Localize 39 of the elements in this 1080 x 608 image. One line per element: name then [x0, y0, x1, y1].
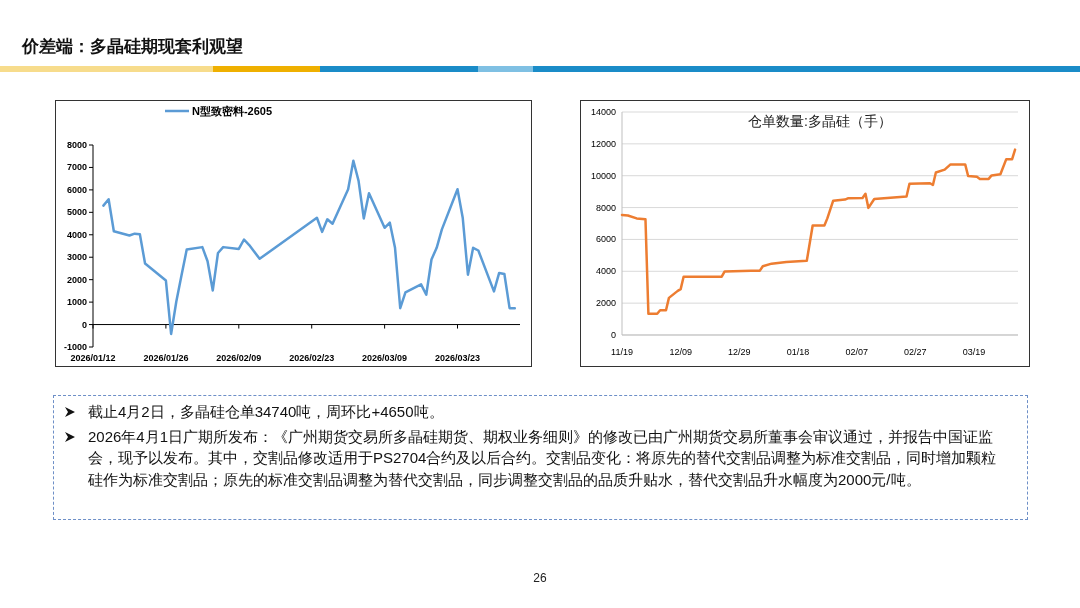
y-tick-label: 3000 [66, 252, 87, 263]
y-tick-label: 4000 [66, 229, 87, 240]
x-tick-label: 01/18 [786, 347, 810, 357]
y-tick-label: 4000 [595, 266, 616, 277]
y-tick-label: 10000 [590, 170, 616, 181]
y-tick-label: 1000 [66, 297, 87, 308]
text: 截止4月2日，多晶硅仓单34740吨，周环比+4650吨。 [88, 403, 444, 420]
x-tick-label: 2026/03/09 [362, 353, 408, 363]
legend-label: N型致密料-2605 [192, 105, 273, 117]
y-tick-label: 12000 [590, 138, 616, 149]
line-series [102, 159, 517, 336]
y-tick-label: 14000 [590, 107, 616, 117]
text: 2026年4月1日广期所发布：《广州期货交易所多晶硅期货、期权业务细则》的修改已由广州期货交易所董事会审议通过，并报告中国证监会，现予以发布。其中，交割品修改适用于PS2704合约及以后合约。交割品变化：将原先的替代交割品调整为标准交割品，同时增加颗粒硅作为标准交割品；原先的标准交割品调整为替代交割品，同步调整交割品的品质升贴水，替代交割品升水幅度为2000元/吨。 [88, 427, 997, 488]
y-tick-label: 5000 [66, 207, 87, 218]
line-series [620, 148, 1017, 316]
x-tick-label: 2026/01/12 [70, 353, 116, 363]
x-tick-label: 02/27 [904, 347, 927, 357]
y-tick-label: 2000 [66, 274, 87, 285]
y-tick-label: 7000 [66, 162, 87, 173]
x-tick-label: 2026/03/23 [434, 353, 481, 363]
x-tick-label: 12/29 [728, 347, 751, 357]
x-tick-label: 02/07 [845, 347, 868, 357]
y-tick-label: 8000 [595, 202, 616, 213]
text: 26 [532, 571, 548, 585]
y-tick-label: 0 [610, 330, 616, 340]
y-tick-label: 8000 [66, 140, 87, 150]
x-tick-label: 2026/01/26 [143, 353, 189, 363]
y-tick-label: 6000 [66, 184, 87, 195]
y-tick-label: 6000 [595, 234, 616, 245]
y-tick-label: 0 [81, 319, 87, 330]
y-tick-label: 2000 [595, 298, 616, 309]
x-tick-label: 12/09 [669, 347, 692, 357]
chart-title: 仓单数量:多晶硅（手） [748, 113, 892, 129]
y-tick-label: -1000 [63, 342, 87, 352]
x-tick-label: 11/19 [611, 347, 633, 357]
x-tick-label: 2026/02/09 [216, 353, 262, 363]
x-tick-label: 03/19 [962, 347, 986, 357]
text: 价差端：多晶硅期现套利观望 [22, 35, 243, 58]
x-tick-label: 2026/02/23 [289, 353, 335, 363]
